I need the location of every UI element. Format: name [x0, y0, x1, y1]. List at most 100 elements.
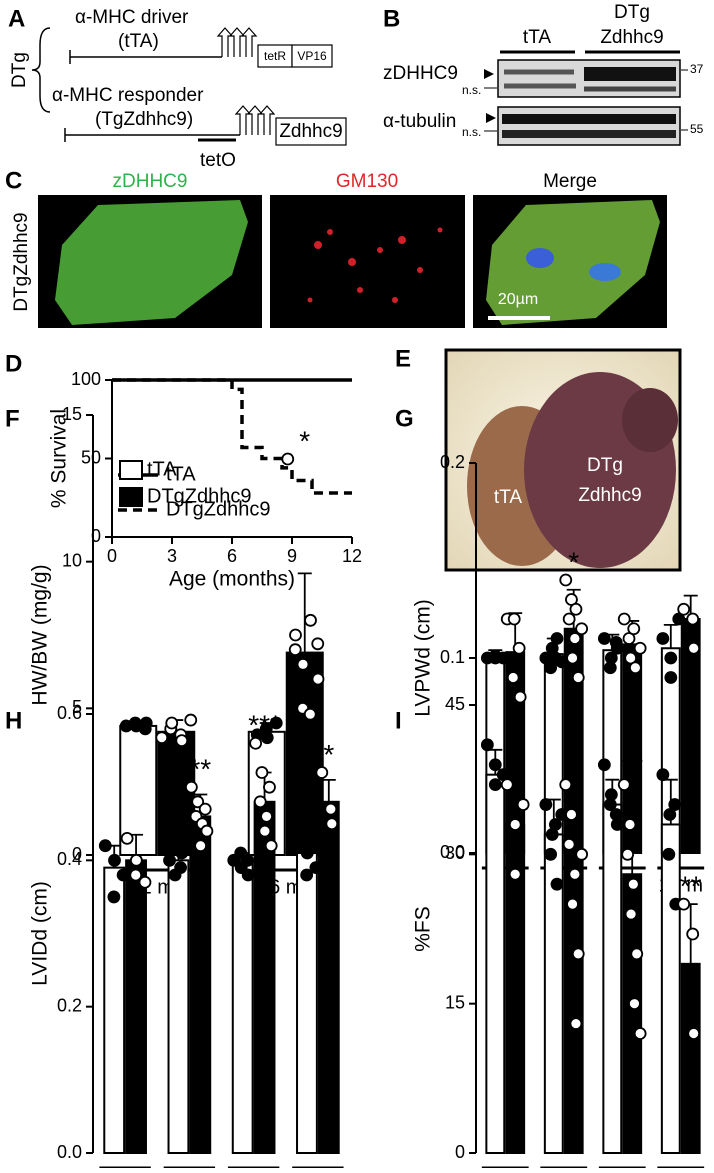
data-point — [184, 780, 198, 794]
data-point — [508, 867, 522, 881]
data-point — [550, 632, 564, 645]
data-point — [559, 573, 573, 587]
lane-label: tTA — [523, 27, 551, 48]
data-point — [548, 818, 562, 831]
data-point — [628, 997, 641, 1011]
data-point — [107, 890, 121, 904]
row-label: zDHHC9 — [383, 63, 458, 84]
data-point — [174, 861, 188, 875]
data-point — [687, 641, 701, 655]
legend-label: tTA — [147, 458, 177, 480]
x-tick-label: 6 m — [269, 876, 302, 898]
y-tick-label: 15 — [62, 404, 82, 424]
data-point — [269, 716, 283, 730]
heart-label: Zdhhc9 — [578, 485, 641, 506]
data-point — [677, 602, 691, 616]
construct-label: α-MHC responder — [52, 85, 204, 106]
bar — [103, 866, 126, 1155]
y-axis-label: % Survival — [48, 409, 71, 508]
legend-swatch — [119, 487, 143, 507]
panel-letter: A — [8, 5, 25, 32]
data-point — [165, 716, 179, 730]
promoter-arrows — [234, 105, 276, 135]
y-tick-label: 0.2 — [57, 995, 82, 1015]
significance: * — [568, 546, 579, 577]
data-point — [597, 758, 611, 772]
data-point — [569, 602, 583, 616]
data-point — [559, 778, 573, 792]
data-point — [603, 661, 617, 675]
data-point — [569, 1017, 583, 1030]
y-tick-label: 0.1 — [440, 647, 465, 667]
data-point — [304, 613, 317, 627]
cell-merge — [486, 200, 660, 325]
data-point — [686, 927, 700, 941]
bar — [680, 962, 701, 1154]
gene-label: Zdhhc9 — [279, 121, 342, 142]
data-point — [311, 637, 325, 651]
gene-box — [275, 117, 347, 146]
data-point — [175, 846, 189, 860]
bar — [189, 815, 212, 1155]
data-point — [191, 795, 205, 809]
panel-c: C zDHHC9 GM130 Merge DTgZdhhc9 20µm — [5, 167, 667, 328]
data-point — [98, 839, 112, 853]
dtg-label: DTg — [9, 52, 30, 88]
data-point — [627, 622, 641, 636]
data-point — [609, 808, 623, 821]
data-point — [255, 766, 269, 779]
construct-label: (tTA) — [118, 31, 159, 52]
data-point — [129, 868, 143, 882]
y-tick-label: 0.6 — [57, 703, 82, 723]
data-point — [120, 831, 134, 845]
panel-letter: G — [395, 405, 414, 432]
bar — [253, 800, 276, 1154]
data-point — [597, 632, 611, 645]
data-point — [516, 798, 530, 811]
lane-label: Zdhhc9 — [600, 27, 663, 48]
row-label: α-tubulin — [383, 111, 456, 132]
blot — [497, 106, 681, 146]
data-point — [508, 818, 522, 831]
panel-e: E tTA DTg Zdhhc9 — [395, 345, 682, 572]
data-point — [566, 897, 579, 911]
cell-green — [55, 200, 248, 325]
micrograph — [270, 195, 465, 328]
x-axis-label: Age (months) — [169, 568, 295, 591]
data-point — [325, 817, 339, 831]
data-point — [562, 837, 576, 851]
data-point — [571, 671, 585, 684]
data-point — [241, 868, 255, 882]
data-point — [513, 690, 527, 704]
scale-label: 20µm — [498, 291, 538, 308]
arrowhead — [484, 69, 494, 79]
bar — [167, 859, 190, 1154]
data-point — [260, 810, 273, 823]
data-point — [568, 867, 582, 881]
data-point — [630, 947, 644, 961]
panel-letter: D — [5, 350, 22, 377]
data-point — [656, 768, 670, 782]
y-tick-label: 0 — [72, 844, 82, 864]
y-axis-label: %FS — [412, 906, 435, 952]
bar — [317, 800, 340, 1154]
teto-label: tetO — [200, 150, 236, 171]
data-point — [249, 736, 263, 750]
data-point — [184, 713, 198, 727]
construct-label: (TgZdhhc9) — [95, 109, 193, 130]
y-tick-label: 45 — [445, 694, 465, 714]
data-point — [324, 802, 338, 816]
data-point — [539, 798, 553, 811]
legend-label: DTgZdhhc9 — [147, 485, 252, 507]
nucleus — [589, 263, 621, 281]
data-point — [575, 622, 589, 636]
data-point — [628, 661, 642, 675]
data-point — [258, 824, 272, 838]
y-tick-label: 0.2 — [440, 452, 465, 472]
data-point — [663, 808, 677, 821]
data-point — [291, 839, 305, 853]
data-point — [253, 795, 267, 809]
